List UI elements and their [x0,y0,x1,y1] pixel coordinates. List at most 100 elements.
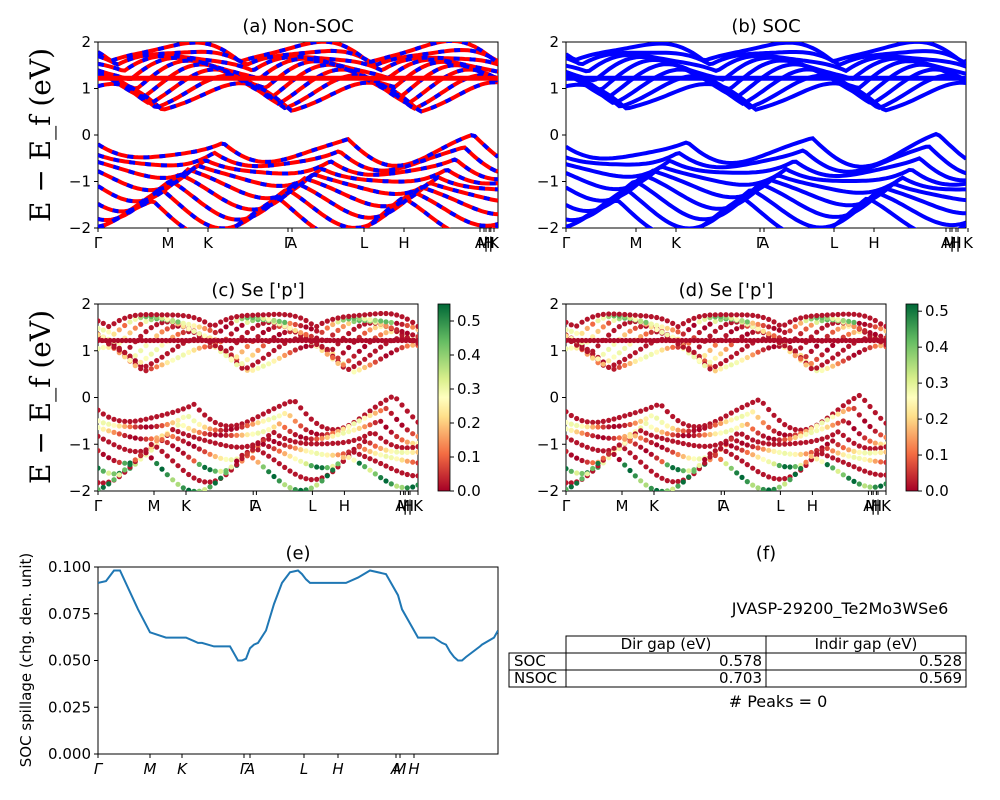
band-point [383,319,389,325]
band-point [840,472,846,478]
band-point [292,418,298,424]
band-point [298,423,304,429]
flat-band-point [251,337,257,344]
band-point [356,367,362,373]
band-point [611,423,617,430]
band-point [755,445,761,451]
band-point [282,329,288,336]
x-tick-label: Γ [240,760,250,778]
band-point [223,470,229,476]
band-point [132,363,138,369]
band-point [330,316,336,322]
band-point [196,316,202,323]
band-point [378,408,384,414]
band-point [600,455,606,461]
band-point [664,409,670,415]
band-point [170,458,176,464]
panel-e-frame [97,566,499,755]
band-point [287,320,293,326]
band-point [750,482,756,488]
flat-band-point [643,337,649,344]
band-point [410,484,416,490]
band-point [878,445,884,451]
x-tick-label: Γ [756,234,765,252]
band-point [702,325,708,331]
band-point [670,327,676,333]
flat-band-point [851,337,857,344]
x-tick-label: A [390,760,401,778]
band-point [867,403,873,410]
band-point [372,450,378,456]
band-line [566,179,966,223]
band-point [659,324,665,330]
x-tick-label: H [408,760,419,778]
band-point [388,410,394,416]
band-point [771,475,777,482]
band-point [138,348,144,354]
panel-a-ylabel: E − E_f (eV) [24,48,57,222]
band-point [255,414,261,420]
x-tick-label: K [649,497,660,515]
band-point [410,449,416,455]
band-point [739,458,745,464]
band-point [196,324,202,330]
band-point [340,430,346,436]
band-point [712,442,718,448]
band-point [627,434,633,440]
band-point [191,434,197,440]
band-point [340,439,346,446]
band-point [803,318,809,324]
band-point [372,311,378,317]
flat-band-point [179,337,185,344]
band-point [851,426,857,432]
band-point [632,420,638,426]
band-point [643,420,649,427]
band-point [164,431,170,437]
band-point [734,445,740,451]
band-point [303,411,309,417]
band-point [792,426,798,433]
band-point [324,465,330,471]
band-point [378,332,384,338]
band-point [250,367,256,373]
band-point [202,431,208,437]
band-point [175,422,181,428]
flat-band-point [727,337,733,344]
band-point [611,362,617,368]
flat-band-point [267,337,273,344]
x-tick-label: Γ [94,234,103,252]
band-point [244,432,250,438]
band-point [351,363,357,370]
y-tick-label: 0.075 [48,605,91,623]
band-point [159,362,165,368]
band-point [659,475,665,481]
band-point [856,320,862,326]
band-point [611,311,617,317]
band-point [122,446,128,452]
band-point [346,320,352,327]
band-point [388,442,394,448]
flat-band-point [811,337,817,344]
band-point [595,434,601,440]
band-point [862,450,868,456]
band-point [659,444,665,450]
y-tick-label: 2 [549,33,559,51]
flat-band-point [159,337,165,344]
band-point [792,348,798,354]
x-tick-label: Γ [717,497,726,515]
flat-band-point [667,337,673,344]
band-point [404,330,410,336]
band-point [566,426,569,432]
band-point [835,442,841,448]
band-point [308,477,314,483]
band-point [718,366,724,372]
band-point [606,358,612,364]
band-point [367,408,373,414]
flat-band-point [131,337,137,344]
flat-band-point [579,337,585,344]
band-point [654,434,660,440]
band-point [404,485,410,491]
band-point [250,431,256,437]
band-point [410,342,416,348]
flat-band-point [775,337,781,344]
